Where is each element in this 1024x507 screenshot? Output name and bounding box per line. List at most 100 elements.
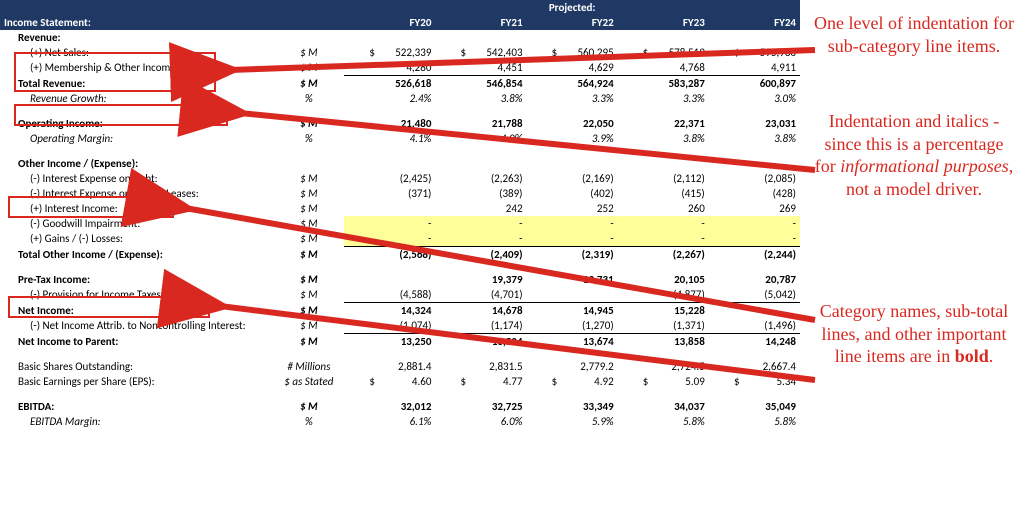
cell: 6.0% bbox=[435, 414, 526, 429]
cell: (389) bbox=[435, 186, 526, 201]
row-int-income: (+) Interest Income: $ M 242 252 260 269 bbox=[0, 201, 800, 216]
cell: 14,678 bbox=[435, 303, 526, 319]
spacer-row bbox=[0, 389, 800, 399]
unit: $ M bbox=[273, 231, 344, 247]
annotation-bold: bold bbox=[955, 346, 989, 366]
cell: 600,897 bbox=[709, 76, 800, 92]
cell: (4,701) bbox=[435, 287, 526, 303]
unit: # Millions bbox=[273, 359, 344, 374]
cell: (2,425) bbox=[344, 171, 435, 186]
title-cell: Income Statement: bbox=[0, 15, 273, 30]
cell: - bbox=[344, 231, 435, 247]
row-total-other: Total Other Income / (Expense): $ M (2,5… bbox=[0, 247, 800, 263]
cell: 22,050 bbox=[527, 116, 618, 131]
cell: 13,250 bbox=[344, 334, 435, 350]
cell: 5.9% bbox=[527, 414, 618, 429]
year-col: FY20 bbox=[344, 15, 435, 30]
cell: 14,324 bbox=[344, 303, 435, 319]
cell: 32,725 bbox=[435, 399, 526, 414]
cell: 35,049 bbox=[709, 399, 800, 414]
cell: (1,371) bbox=[618, 318, 709, 334]
label: Other Income / (Expense): bbox=[0, 156, 273, 171]
cell: 5.8% bbox=[618, 414, 709, 429]
cell: (4,588) bbox=[344, 287, 435, 303]
cell: 3.8% bbox=[618, 131, 709, 146]
cell: 4.0% bbox=[435, 131, 526, 146]
cell: 252 bbox=[527, 201, 618, 216]
unit: $ M bbox=[273, 303, 344, 319]
label: Revenue: bbox=[0, 30, 273, 45]
cell: (2,267) bbox=[618, 247, 709, 263]
row-operating-margin: Operating Margin: % 4.1% 4.0% 3.9% 3.8% … bbox=[0, 131, 800, 146]
cell: 564,924 bbox=[527, 76, 618, 92]
unit: % bbox=[273, 131, 344, 146]
label: Operating Margin: bbox=[0, 131, 273, 146]
cell: 14,945 bbox=[527, 303, 618, 319]
cell: - bbox=[709, 216, 800, 231]
cell: $595,986 bbox=[709, 45, 800, 60]
cell: $542,403 bbox=[435, 45, 526, 60]
cell: 21,788 bbox=[435, 116, 526, 131]
label: Revenue Growth: bbox=[0, 91, 273, 106]
spacer-row bbox=[0, 146, 800, 156]
row-ebitda: EBITDA: $ M 32,012 32,725 33,349 34,037 … bbox=[0, 399, 800, 414]
cell: (402) bbox=[527, 186, 618, 201]
spacer-row bbox=[0, 262, 800, 272]
cell: (2,244) bbox=[709, 247, 800, 263]
cell: 32,012 bbox=[344, 399, 435, 414]
unit: $ M bbox=[273, 116, 344, 131]
cell bbox=[344, 201, 435, 216]
year-col: FY22 bbox=[527, 15, 618, 30]
cell: 4,768 bbox=[618, 60, 709, 76]
cell: - bbox=[527, 231, 618, 247]
label: (-) Interest Expense on Capital Leases: bbox=[0, 186, 273, 201]
cell: 5.8% bbox=[709, 414, 800, 429]
cell: 20,105 bbox=[618, 272, 709, 287]
row-other-header: Other Income / (Expense): bbox=[0, 156, 800, 171]
cell: 4.1% bbox=[344, 131, 435, 146]
label: (-) Interest Expense on Debt: bbox=[0, 171, 273, 186]
label: (-) Goodwill Impairment: bbox=[0, 216, 273, 231]
row-netincome: Net Income: $ M 14,324 14,678 14,945 15,… bbox=[0, 303, 800, 319]
cell: 2,779.2 bbox=[527, 359, 618, 374]
row-pretax: Pre-Tax Income: $ M 19,379 19,731 20,105… bbox=[0, 272, 800, 287]
cell: (2,568) bbox=[344, 247, 435, 263]
cell: 15,228 bbox=[618, 303, 709, 319]
row-int-lease: (-) Interest Expense on Capital Leases: … bbox=[0, 186, 800, 201]
cell bbox=[527, 287, 618, 303]
cell: - bbox=[435, 231, 526, 247]
cell: 269 bbox=[709, 201, 800, 216]
cell: 34,037 bbox=[618, 399, 709, 414]
cell bbox=[709, 303, 800, 319]
unit: $ M bbox=[273, 186, 344, 201]
row-gains: (+) Gains / (-) Losses: $ M - - - - - bbox=[0, 231, 800, 247]
cell: 22,371 bbox=[618, 116, 709, 131]
annotation-em: informational purposes bbox=[840, 156, 1009, 176]
cell: $5.34 bbox=[709, 374, 800, 389]
cell: - bbox=[527, 216, 618, 231]
cell: 2,831.5 bbox=[435, 359, 526, 374]
cell: (5,042) bbox=[709, 287, 800, 303]
annotation-2: Indentation and italics - since this is … bbox=[814, 110, 1014, 200]
cell: $5.09 bbox=[618, 374, 709, 389]
label: Basic Shares Outstanding: bbox=[0, 359, 273, 374]
cell: (2,409) bbox=[435, 247, 526, 263]
row-membership: (+) Membership & Other Income: $ M 4,280… bbox=[0, 60, 800, 76]
row-total-revenue: Total Revenue: $ M 526,618 546,854 564,9… bbox=[0, 76, 800, 92]
row-ebitda-margin: EBITDA Margin: % 6.1% 6.0% 5.9% 5.8% 5.8… bbox=[0, 414, 800, 429]
label: Total Revenue: bbox=[0, 76, 273, 92]
cell: - bbox=[344, 216, 435, 231]
spacer-row bbox=[0, 349, 800, 359]
row-net-sales: (+) Net Sales: $ M $522,339 $542,403 $56… bbox=[0, 45, 800, 60]
annotation-1: One level of indentation for sub-categor… bbox=[814, 12, 1014, 57]
row-niparent: Net Income to Parent: $ M 13,250 13,504 … bbox=[0, 334, 800, 350]
annotation-text: One level of indentation for sub-categor… bbox=[814, 13, 1014, 56]
row-nci: (-) Net Income Attrib. to Noncontrolling… bbox=[0, 318, 800, 334]
unit: $ M bbox=[273, 201, 344, 216]
cell: (428) bbox=[709, 186, 800, 201]
income-statement-table: Projected: Income Statement: FY20 FY21 F… bbox=[0, 0, 800, 429]
cell: - bbox=[435, 216, 526, 231]
label: (+) Interest Income: bbox=[0, 201, 273, 216]
cell: 19,731 bbox=[527, 272, 618, 287]
label: EBITDA Margin: bbox=[0, 414, 273, 429]
